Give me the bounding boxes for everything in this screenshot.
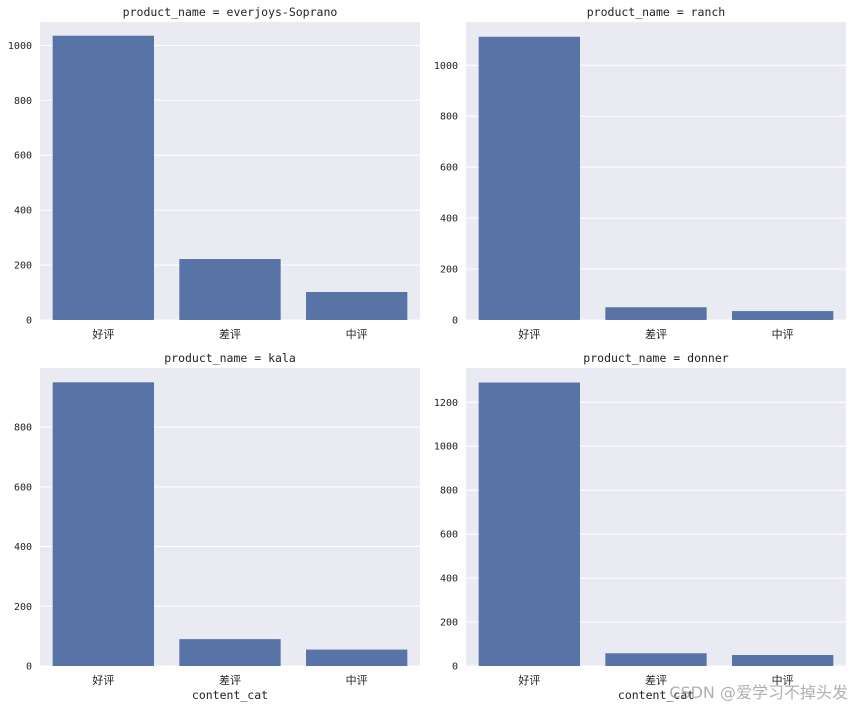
y-tick-label: 0	[26, 662, 32, 673]
x-tick-label: 差评	[219, 673, 241, 687]
y-tick-label: 1000	[434, 442, 458, 453]
y-tick-label: 800	[14, 96, 32, 107]
y-tick-label: 200	[14, 261, 32, 272]
y-tick-label: 800	[440, 112, 458, 123]
y-tick-label: 0	[26, 316, 32, 327]
bar	[306, 649, 408, 666]
y-tick-label: 200	[440, 265, 458, 276]
bar	[478, 382, 580, 666]
y-tick-label: 0	[452, 316, 458, 327]
y-tick-label: 400	[14, 206, 32, 217]
bar	[605, 653, 707, 666]
x-tick-label: 中评	[346, 328, 368, 341]
subplot-4: 0 200 400 600 800 1000 1200 好评 差评 中评 product_name …	[434, 351, 846, 702]
bar	[478, 36, 580, 321]
y-tick-label: 800	[14, 423, 32, 434]
x-tick-label: 差评	[219, 327, 241, 341]
x-tick-label: 中评	[772, 674, 794, 687]
x-tick-label: 差评	[645, 673, 667, 687]
y-tick-label: 0	[452, 662, 458, 673]
x-tick-label: 中评	[346, 674, 368, 687]
bar	[306, 291, 408, 320]
subplot-1: 0 200 400 600 800 1000 好评 差评 中评 product_name = ev…	[8, 5, 420, 341]
y-tick-label: 1200	[434, 398, 458, 409]
x-tick-label: 好评	[92, 327, 114, 341]
y-tick-label: 400	[440, 214, 458, 225]
y-tick-label: 600	[14, 151, 32, 162]
subplot-2: 0 200 400 600 800 1000 好评 差评 中评 product_name = ra…	[434, 5, 846, 341]
x-axis-label: content_cat	[618, 688, 694, 702]
x-tick-label: 中评	[772, 328, 794, 341]
x-tick-label: 好评	[518, 673, 540, 687]
y-tick-label: 200	[440, 618, 458, 629]
y-tick-label: 600	[440, 163, 458, 174]
y-tick-label: 200	[14, 602, 32, 613]
x-tick-label: 差评	[645, 327, 667, 341]
x-axis-label: content_cat	[192, 688, 268, 702]
watermark: CSDN @爱学习不掉头发	[669, 683, 848, 702]
y-tick-label: 400	[14, 542, 32, 553]
bar	[52, 35, 154, 320]
y-tick-label: 800	[440, 486, 458, 497]
bar	[179, 259, 281, 320]
x-tick-label: 好评	[518, 327, 540, 341]
y-tick-label: 600	[440, 530, 458, 541]
bar	[52, 382, 154, 666]
bar	[732, 311, 834, 320]
subplot-title: product_name = donner	[583, 351, 728, 365]
bar	[605, 307, 707, 320]
bar	[179, 639, 281, 666]
subplot-title: product_name = ranch	[587, 5, 725, 19]
y-tick-label: 1000	[8, 41, 32, 52]
y-tick-label: 400	[440, 574, 458, 585]
y-tick-label: 600	[14, 482, 32, 493]
x-tick-label: 好评	[92, 673, 114, 687]
subplot-title: product_name = everjoys-Soprano	[123, 5, 338, 19]
subplot-3: 0 200 400 600 800 好评 差评 中评 product_name = kala co…	[14, 351, 420, 702]
y-tick-label: 1000	[434, 61, 458, 72]
bar	[732, 655, 834, 666]
subplot-title: product_name = kala	[164, 351, 296, 365]
